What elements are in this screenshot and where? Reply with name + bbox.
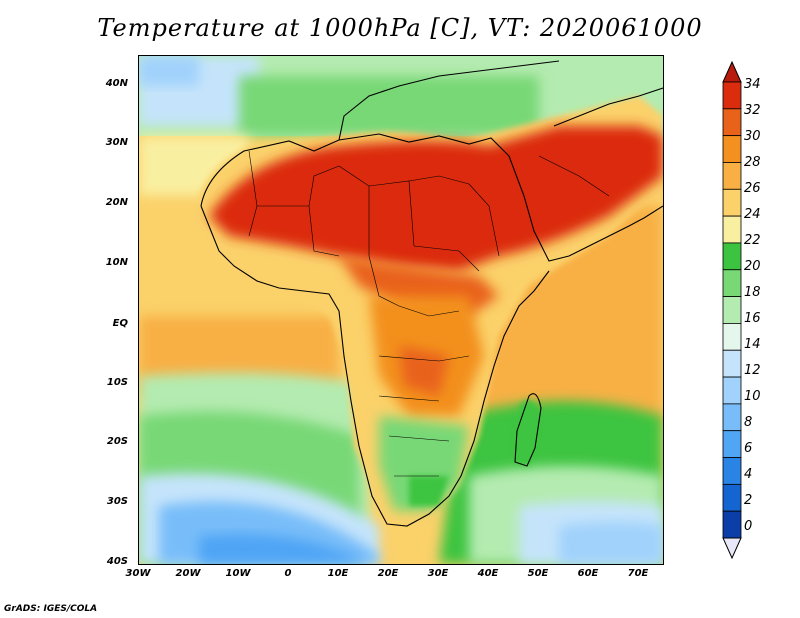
colorbar-label-28: 28 — [744, 155, 761, 170]
lon-label-40e: 40E — [477, 568, 499, 579]
colorbar-bin — [722, 296, 742, 324]
colorbar-bin — [722, 323, 742, 351]
temperature-map — [138, 55, 664, 565]
colorbar-bin — [722, 81, 742, 110]
colorbar-label-22: 22 — [744, 233, 761, 248]
lat-label-30s: 30S — [106, 496, 128, 507]
colorbar-bin — [722, 403, 742, 432]
lon-label-10w: 10W — [225, 568, 251, 579]
lon-label-20w: 20W — [175, 568, 201, 579]
lon-label-30w: 30W — [125, 568, 151, 579]
colorbar-bin — [722, 510, 742, 539]
colorbar-label-30: 30 — [744, 129, 761, 144]
colorbar-label-14: 14 — [744, 337, 761, 352]
colorbar-bin — [722, 215, 742, 244]
colorbar-label-18: 18 — [744, 285, 761, 300]
map-canvas — [139, 56, 663, 564]
lon-label-30e: 30E — [427, 568, 449, 579]
temperature-field — [139, 56, 663, 564]
colorbar-bin — [722, 457, 742, 485]
colorbar-bin — [722, 242, 742, 271]
lon-label-60e: 60E — [577, 568, 599, 579]
colorbar-bin — [722, 188, 742, 217]
colorbar-label-2: 2 — [744, 493, 753, 508]
colorbar-bin — [722, 108, 742, 137]
colorbar-bin — [722, 483, 742, 512]
colorbar-label-8: 8 — [744, 415, 753, 430]
lon-label-70e: 70E — [627, 568, 649, 579]
colorbar-bottom-triangle — [722, 537, 742, 560]
lat-label-10s: 10S — [106, 377, 128, 388]
colorbar-label-12: 12 — [744, 363, 761, 378]
lon-label-50e: 50E — [527, 568, 549, 579]
colorbar-label-20: 20 — [744, 259, 761, 274]
lon-label-20e: 20E — [377, 568, 399, 579]
lat-label-20s: 20S — [106, 436, 128, 447]
colorbar-label-24: 24 — [744, 207, 761, 222]
grads-credit: GrADS: IGES/COLA — [4, 604, 98, 614]
colorbar-label-26: 26 — [744, 181, 761, 196]
country-borders — [248, 150, 610, 477]
lat-label-40s: 40S — [106, 556, 128, 567]
lat-label-40n: 40N — [105, 78, 128, 89]
map-title: Temperature at 1000hPa [C], VT: 20200610… — [97, 14, 703, 42]
colorbar-label-10: 10 — [744, 389, 761, 404]
colorbar-label-32: 32 — [744, 103, 761, 118]
colorbar-top-triangle — [722, 60, 742, 83]
colorbar-bin — [722, 162, 742, 190]
lat-label-eq: EQ — [112, 318, 128, 329]
lat-label-30n: 30N — [105, 137, 128, 148]
colorbar-label-6: 6 — [744, 441, 753, 456]
colorbar-label-16: 16 — [744, 311, 761, 326]
colorbar — [722, 60, 742, 560]
colorbar-bin — [722, 349, 742, 378]
coastlines — [200, 60, 663, 527]
colorbar-bin — [722, 376, 742, 405]
lon-label-10e: 10E — [327, 568, 349, 579]
colorbar-bin — [722, 269, 742, 297]
lat-label-10n: 10N — [105, 257, 128, 268]
colorbar-bin — [722, 135, 742, 163]
lat-label-20n: 20N — [105, 197, 128, 208]
colorbar-label-34: 34 — [744, 77, 761, 92]
colorbar-bin — [722, 430, 742, 458]
lon-label-0: 0 — [284, 568, 292, 579]
colorbar-label-4: 4 — [744, 467, 753, 482]
colorbar-label-0: 0 — [744, 519, 753, 534]
